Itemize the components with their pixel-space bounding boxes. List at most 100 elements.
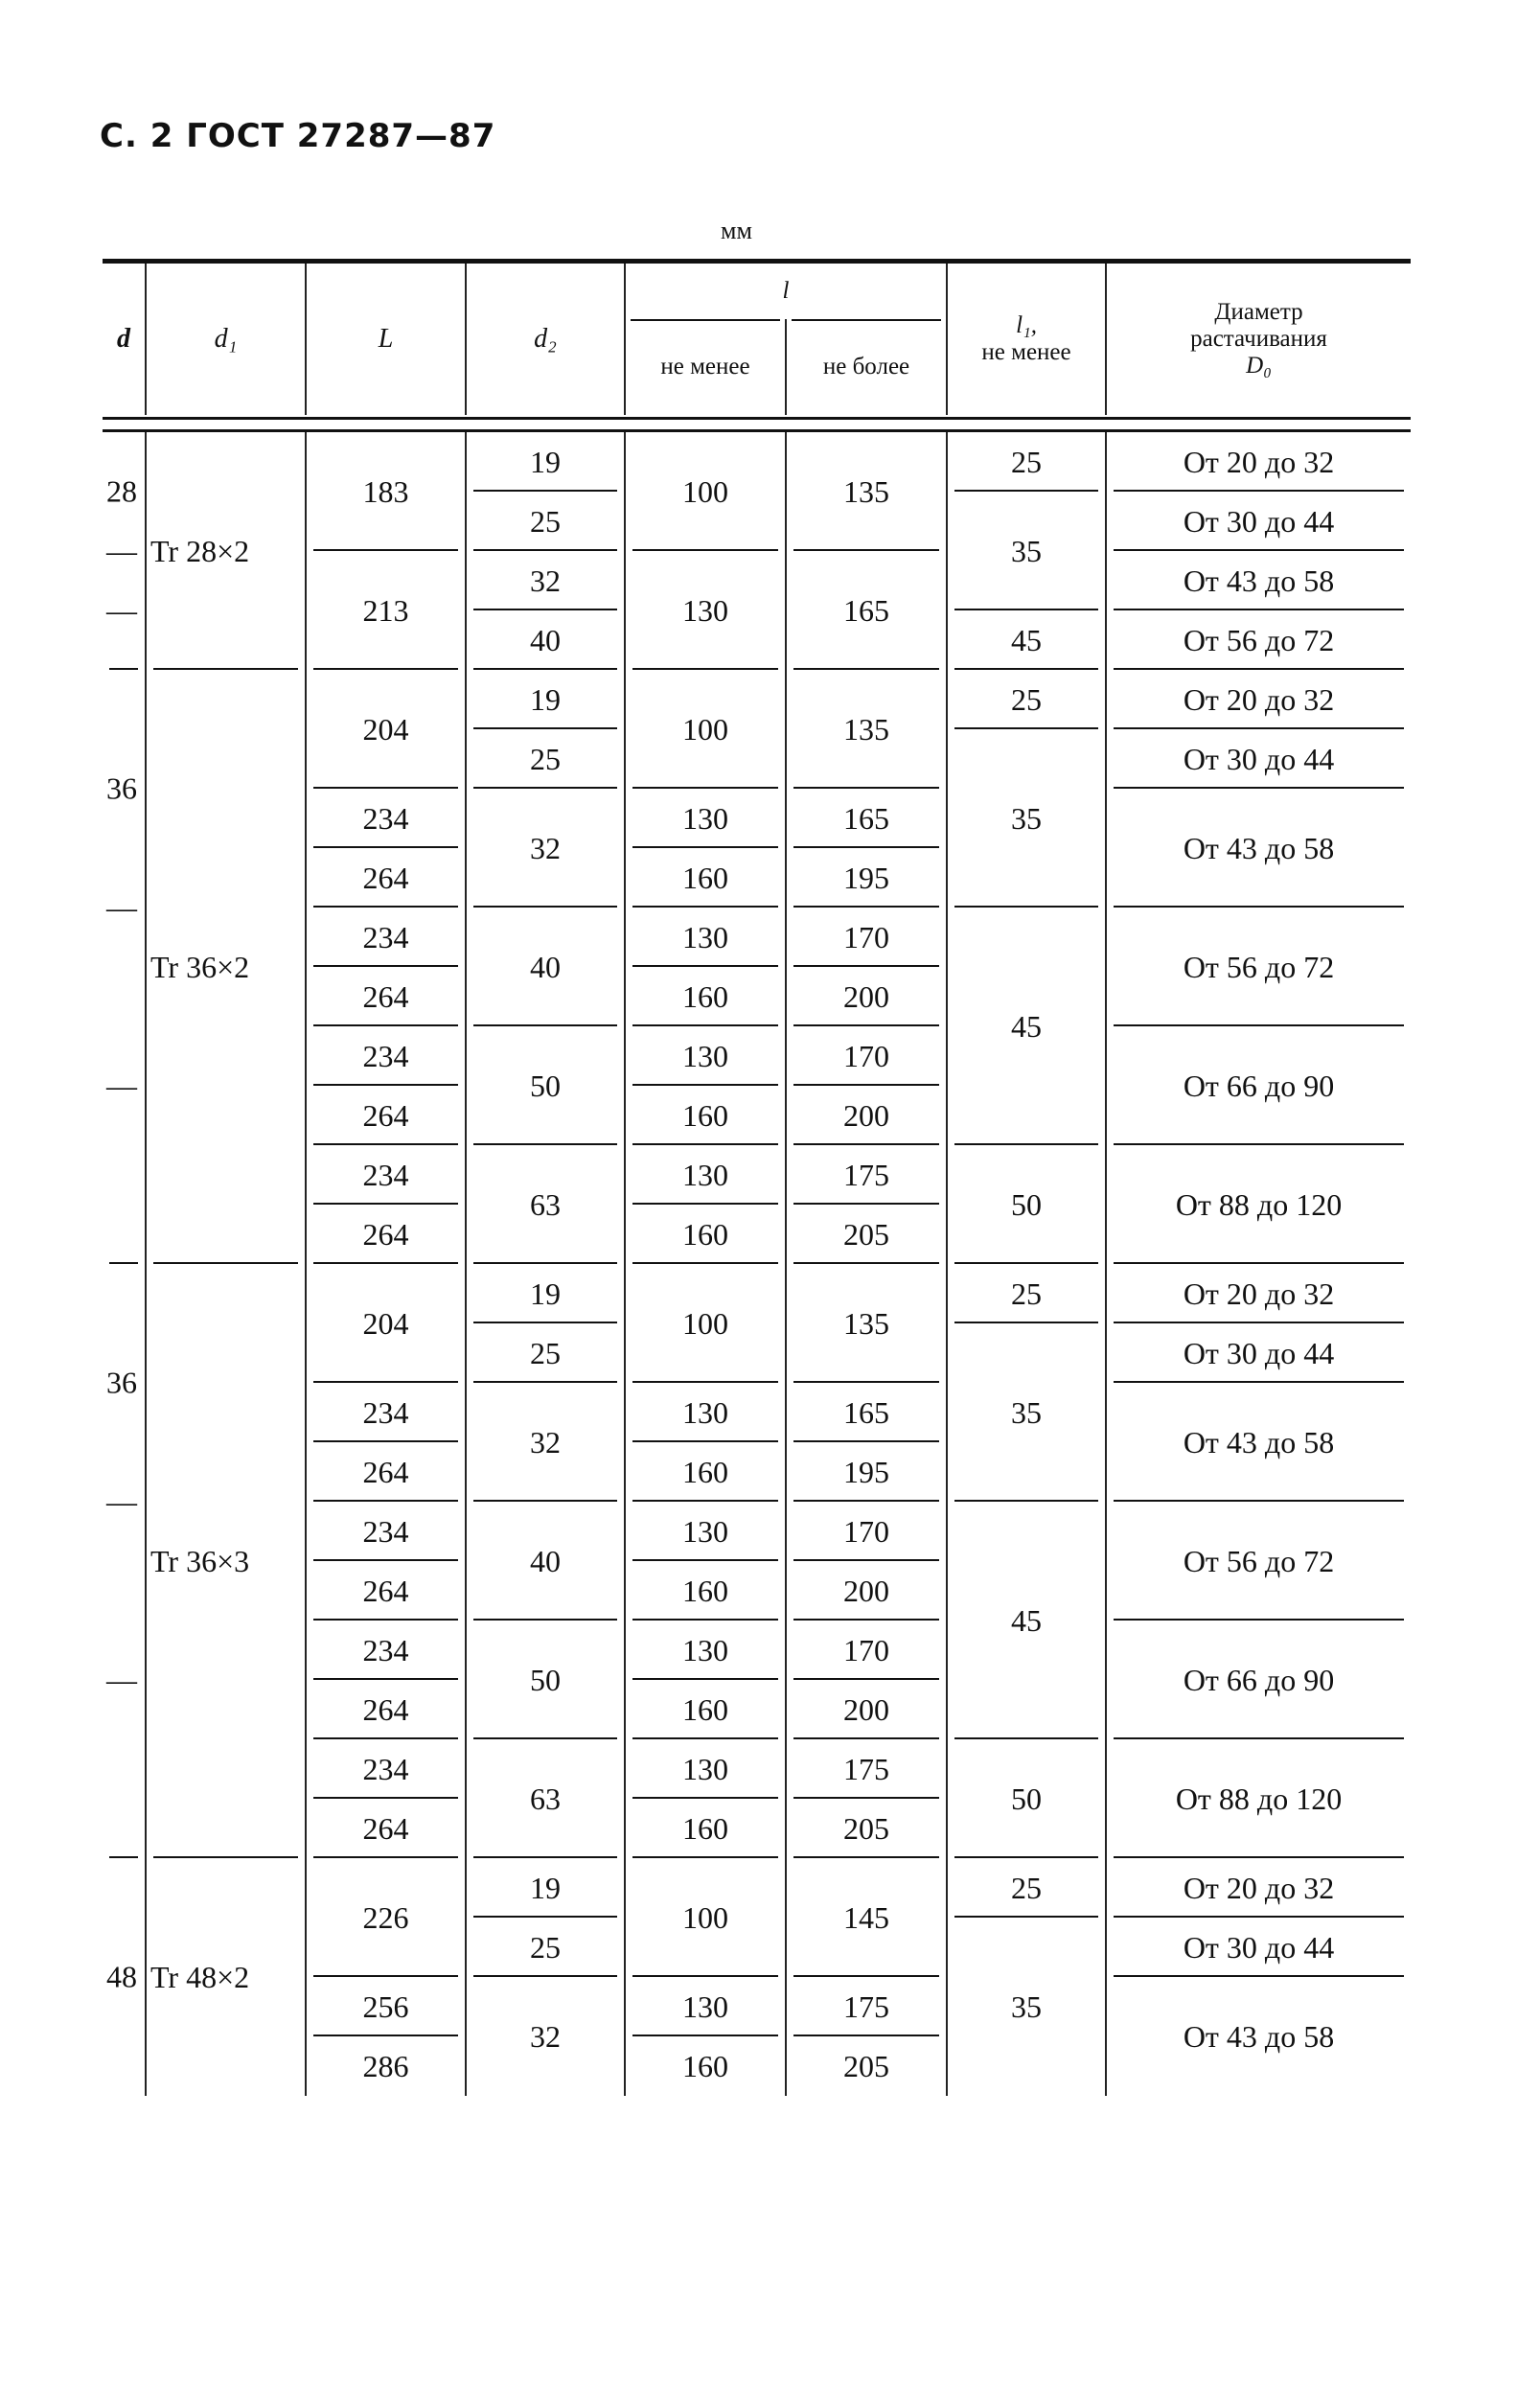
cell-d2: 40 (465, 908, 624, 1026)
cell-D0: От 30 до 44 (1105, 492, 1411, 551)
cell-d2: 32 (465, 789, 624, 908)
cell-D0: От 20 до 32 (1105, 1264, 1411, 1323)
cell-l-max: 165 (785, 789, 946, 848)
cell-l-max: 175 (785, 1739, 946, 1799)
cell-l1: 45 (946, 610, 1105, 670)
cell-l1: 25 (946, 1858, 1105, 1918)
cell-L: 264 (305, 1561, 465, 1621)
cell-l-min: 160 (624, 848, 785, 908)
col-header-l: l (624, 264, 946, 319)
cell-l1: 25 (946, 432, 1105, 492)
cell-L: 226 (305, 1858, 465, 1977)
unit-label: мм (721, 217, 752, 244)
cell-l-min: 130 (624, 1145, 785, 1205)
cell-L: 234 (305, 1026, 465, 1086)
cell-L: 286 (305, 2036, 465, 2096)
cell-D0: От 20 до 32 (1105, 432, 1411, 492)
cell-l-min: 160 (624, 1799, 785, 1858)
d-marker: — (106, 533, 137, 568)
cell-l1: 35 (946, 492, 1105, 610)
cell-l-max: 195 (785, 1442, 946, 1502)
cell-D0: От 66 до 90 (1105, 1026, 1411, 1145)
cell-d2: 50 (465, 1026, 624, 1145)
cell-l-max: 205 (785, 2036, 946, 2096)
cell-l-max: 135 (785, 670, 946, 789)
cell-l1: 50 (946, 1739, 1105, 1858)
dimensions-table: d d₁ L d₂ l l₁, не менее Диаметр растачива… (103, 259, 1411, 2096)
table-row: 234 40 130 170 45 От 56 до 72 (103, 1502, 1411, 1739)
cell-l-max: 195 (785, 848, 946, 908)
cell-d2: 25 (465, 492, 624, 551)
d-marker: — (106, 1483, 137, 1519)
table-row: 264 160 200 (103, 1086, 1411, 1145)
cell-D0: От 30 до 44 (1105, 1918, 1411, 1977)
cell-d2: 50 (465, 1621, 624, 1739)
table-row: 25 35 От 30 до 44 (103, 1323, 1411, 1502)
cell-L: 204 (305, 670, 465, 789)
cell-l-max: 205 (785, 1799, 946, 1858)
cell-L: 264 (305, 848, 465, 908)
cell-L: 264 (305, 1799, 465, 1858)
table-body: 28 — — Tr 28×2 183 19 100 135 25 От 20 до … (103, 432, 1411, 2096)
col-header-D0: Диаметр растачивания D₀ (1105, 264, 1411, 415)
cell-l1: 45 (946, 908, 1105, 1145)
cell-d2: 32 (465, 551, 624, 610)
cell-d: 36 — — (103, 670, 145, 1264)
table-row: 234 32 130 165 От 43 до 58 (103, 789, 1411, 908)
cell-l-max: 165 (785, 551, 946, 670)
cell-D0: От 56 до 72 (1105, 610, 1411, 670)
cell-l-max: 170 (785, 1621, 946, 1680)
cell-l-max: 200 (785, 1086, 946, 1145)
cell-l-max: 135 (785, 432, 946, 551)
cell-L: 183 (305, 432, 465, 551)
cell-l-max: 175 (785, 1977, 946, 2036)
table-row: 48 Tr 48×2 226 19 100 145 25 От 20 до 32 (103, 1858, 1411, 2096)
cell-l-min: 160 (624, 1680, 785, 1739)
cell-d1: Tr 36×2 (145, 670, 305, 1264)
D0-line1: Диаметр (1214, 299, 1303, 325)
cell-D0: От 66 до 90 (1105, 1621, 1411, 1739)
cell-d2: 25 (465, 1323, 624, 1383)
table-row: 234 63 130 175 50 От 88 до 120 (103, 1145, 1411, 1264)
cell-D0: От 88 до 120 (1105, 1145, 1411, 1264)
table-row: 234 63 130 175 50 От 88 до 120 (103, 1739, 1411, 1858)
cell-l1: 25 (946, 670, 1105, 729)
cell-L: 234 (305, 1383, 465, 1442)
cell-d2: 63 (465, 1739, 624, 1858)
col-header-d1: d₁ (145, 264, 305, 415)
cell-l-max: 200 (785, 1680, 946, 1739)
table-row: 234 50 130 170 От 66 до 90 (103, 1621, 1411, 1739)
d-marker: 28 (106, 473, 137, 509)
cell-l-min: 160 (624, 1561, 785, 1621)
cell-l1: 45 (946, 1502, 1105, 1739)
page-header-title: С. 2 ГОСТ 27287—87 (100, 117, 496, 155)
cell-l-min: 160 (624, 1442, 785, 1502)
cell-d2: 25 (465, 1918, 624, 1977)
cell-l-min: 160 (624, 1086, 785, 1145)
cell-d: 28 — — (103, 432, 145, 670)
cell-l1: 35 (946, 729, 1105, 908)
cell-l-max: 200 (785, 1561, 946, 1621)
cell-D0: От 88 до 120 (1105, 1739, 1411, 1858)
table-row: 213 32 130 165 От 43 до 58 (103, 551, 1411, 670)
cell-L: 204 (305, 1264, 465, 1383)
col-header-L: L (305, 264, 465, 415)
cell-D0: От 20 до 32 (1105, 1858, 1411, 1918)
cell-L: 234 (305, 1502, 465, 1561)
table-row: 264 160 195 (103, 848, 1411, 908)
cell-l-max: 175 (785, 1145, 946, 1205)
cell-L: 264 (305, 1205, 465, 1264)
table-row: 40 45 От 56 до 72 (103, 610, 1411, 670)
cell-l-min: 130 (624, 1026, 785, 1086)
d-marker: 36 (106, 1365, 137, 1400)
D0-line2: растачивания (1190, 326, 1327, 352)
table-row: 286 160 205 (103, 2036, 1411, 2096)
table-row: 234 40 130 170 45 От 56 до 72 (103, 908, 1411, 1145)
cell-L: 234 (305, 1739, 465, 1799)
cell-d2: 40 (465, 610, 624, 670)
cell-L: 264 (305, 1442, 465, 1502)
table-row: 264 160 195 (103, 1442, 1411, 1502)
d-marker: 48 (106, 1959, 137, 1994)
cell-l-min: 160 (624, 2036, 785, 2096)
cell-d2: 40 (465, 1502, 624, 1621)
